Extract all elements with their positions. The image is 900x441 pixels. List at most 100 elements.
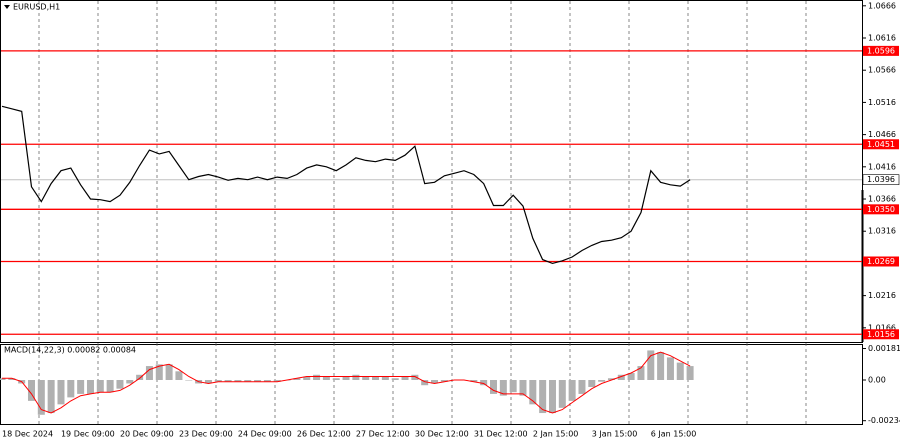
macd-bar — [224, 380, 232, 382]
level-label: 1.0350 — [867, 205, 895, 214]
x-tick-label: 30 Dec 12:00 — [415, 430, 469, 439]
x-tick-label: 20 Dec 09:00 — [120, 430, 174, 439]
macd-bar — [57, 380, 65, 405]
macd-bar — [106, 380, 114, 393]
macd-bar — [568, 380, 576, 401]
macd-bar — [165, 364, 173, 380]
macd-bar — [214, 380, 222, 382]
macd-bar — [0, 378, 6, 380]
x-tick-label: 3 Jan 15:00 — [592, 430, 638, 439]
macd-bar — [313, 374, 321, 380]
macd-bar — [254, 380, 262, 382]
y-tick-label: 1.0516 — [868, 98, 896, 107]
macd-bar — [470, 380, 478, 382]
level-label: 1.0156 — [867, 330, 895, 339]
macd-bar — [77, 380, 85, 394]
signal-line — [2, 351, 691, 414]
macd-bar — [67, 380, 75, 398]
y-tick-label: 1.0416 — [868, 162, 896, 171]
last-price-label: 1.0396 — [867, 175, 895, 184]
macd-bar — [440, 380, 448, 382]
macd-bar — [303, 376, 311, 380]
menu-icon[interactable] — [4, 5, 10, 9]
x-tick-label: 18 Dec 2024 — [2, 430, 53, 439]
level-label: 1.0269 — [867, 257, 895, 266]
macd-bar — [322, 376, 330, 380]
macd-bar — [185, 380, 193, 381]
macd-bar — [548, 380, 556, 414]
x-tick-label: 23 Dec 09:00 — [179, 430, 233, 439]
macd-bar — [578, 380, 586, 394]
macd-bar — [352, 374, 360, 380]
macd-bar — [647, 350, 655, 380]
macd-bar — [362, 376, 370, 380]
macd-bar — [204, 380, 212, 384]
level-tag — [863, 45, 899, 56]
chart-title: EURUSD,H1 — [13, 3, 60, 12]
macd-bar — [47, 380, 55, 414]
macd-bar — [234, 380, 242, 382]
macd-bar — [686, 366, 694, 380]
macd-bar — [529, 380, 537, 405]
macd-bar — [637, 366, 645, 380]
macd-bar — [27, 380, 35, 401]
macd-bar — [175, 371, 183, 380]
y-tick-label: 1.0466 — [868, 130, 896, 139]
level-label: 1.0596 — [867, 46, 895, 55]
macd-bar — [431, 380, 439, 384]
macd-bar — [381, 376, 389, 380]
time-grid — [38, 1, 807, 424]
last-price-tag — [862, 174, 900, 185]
price-line — [1, 105, 691, 265]
x-tick-label: 24 Dec 09:00 — [238, 430, 292, 439]
macd-bar — [509, 380, 517, 393]
macd-bar — [627, 373, 635, 380]
macd-bar — [342, 376, 350, 380]
macd-bar — [8, 378, 16, 380]
level-tag — [863, 139, 899, 150]
y-tick-label: 1.0616 — [868, 34, 896, 43]
y-tick-label: 0.00 — [868, 376, 886, 385]
macd-bar — [372, 376, 380, 380]
y-tick-label: 1.0366 — [868, 195, 896, 204]
y-tick-label: 1.0566 — [868, 66, 896, 75]
level-tag — [863, 256, 899, 267]
macd-bar — [676, 362, 684, 380]
price-panel — [0, 0, 863, 343]
x-tick-label: 26 Dec 12:00 — [297, 430, 351, 439]
macd-bar — [273, 380, 281, 382]
macd-bar — [490, 380, 497, 394]
macd-bar — [293, 378, 301, 380]
macd-bar — [244, 380, 252, 382]
x-tick-label: 27 Dec 12:00 — [356, 430, 410, 439]
y-tick-label: 1.0666 — [868, 1, 896, 10]
y-tick-label: -0.00234 — [868, 416, 900, 425]
macd-bar — [401, 376, 409, 380]
macd-bar — [519, 380, 527, 396]
macd-bar — [155, 364, 163, 380]
x-tick-label: 2 Jan 15:00 — [533, 430, 579, 439]
macd-bar — [332, 378, 340, 380]
macd-bar — [421, 380, 429, 386]
macd-panel — [0, 344, 863, 425]
level-tag — [863, 329, 899, 340]
x-tick-label: 31 Dec 12:00 — [474, 430, 528, 439]
macd-bar — [480, 380, 488, 386]
macd-bar — [598, 380, 606, 382]
macd-bar — [657, 352, 665, 380]
level-label: 1.0451 — [867, 140, 895, 149]
macd-bar — [607, 378, 615, 380]
macd-bar — [263, 380, 271, 382]
macd-bar — [499, 380, 507, 396]
y-tick-label: 1.0216 — [868, 291, 896, 300]
macd-title: MACD(14,22,3) 0.00082 0.00084 — [4, 346, 136, 355]
macd-bar — [136, 374, 144, 380]
macd-bar — [37, 380, 45, 415]
macd-bar — [391, 378, 399, 380]
macd-bar — [86, 380, 94, 394]
macd-bar — [116, 380, 124, 389]
macd-bar — [96, 380, 104, 393]
macd-bar — [411, 374, 419, 380]
